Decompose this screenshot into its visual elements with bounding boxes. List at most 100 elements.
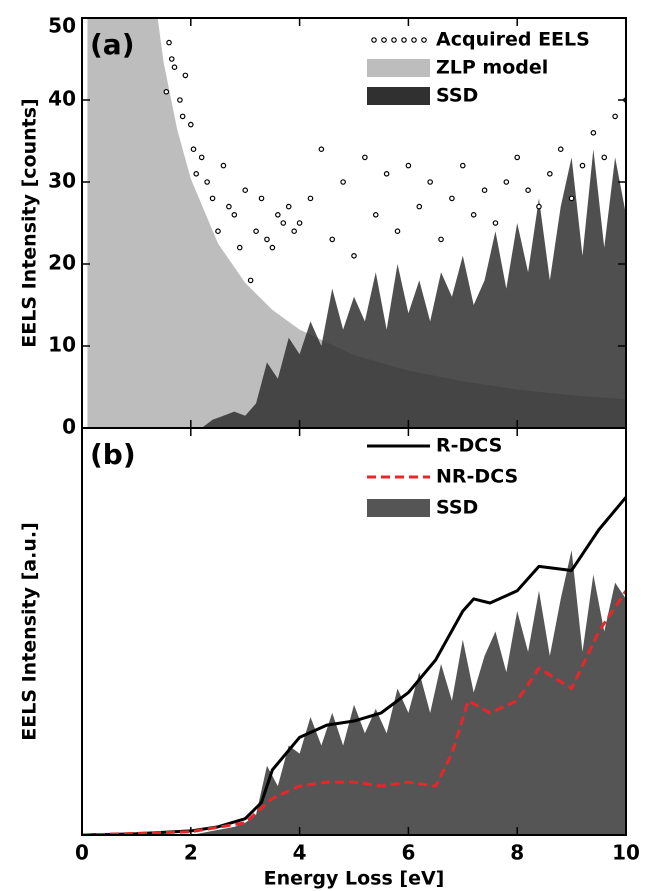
data-point bbox=[247, 277, 254, 284]
legend-marker bbox=[401, 37, 407, 43]
x-tick-label: 4 bbox=[293, 841, 307, 865]
legend-marker bbox=[411, 37, 417, 43]
legend-label: SSD bbox=[436, 85, 478, 107]
x-axis-label: Energy Loss [eV] bbox=[264, 868, 445, 890]
data-point bbox=[470, 212, 477, 218]
data-point bbox=[547, 171, 553, 177]
data-point bbox=[568, 195, 575, 202]
line bbox=[82, 496, 626, 835]
data-point bbox=[351, 253, 357, 259]
data-point bbox=[275, 212, 281, 218]
data-point bbox=[579, 162, 586, 169]
data-point bbox=[215, 228, 221, 235]
data-point bbox=[427, 179, 433, 185]
data-point bbox=[557, 146, 564, 153]
legend-marker bbox=[367, 499, 430, 517]
data-point bbox=[536, 203, 542, 210]
data-point bbox=[285, 203, 292, 210]
data-point bbox=[438, 236, 444, 243]
area bbox=[190, 550, 626, 835]
plot-area bbox=[82, 496, 626, 835]
data-point bbox=[177, 97, 183, 103]
data-point bbox=[514, 154, 521, 161]
data-point bbox=[296, 220, 303, 226]
area bbox=[190, 149, 626, 428]
y-axis-label: EELS Intensity [counts] bbox=[19, 98, 41, 348]
data-point bbox=[188, 121, 194, 128]
data-point bbox=[264, 236, 270, 243]
data-point bbox=[168, 56, 175, 62]
data-point bbox=[503, 179, 510, 185]
data-point bbox=[383, 171, 390, 177]
data-point bbox=[340, 179, 346, 185]
data-point bbox=[193, 171, 200, 177]
panel-label: (a) bbox=[90, 28, 135, 61]
data-point bbox=[269, 244, 276, 251]
y-tick-label: 30 bbox=[48, 169, 76, 193]
legend-marker bbox=[367, 87, 430, 105]
data-point bbox=[179, 113, 186, 120]
data-point bbox=[236, 244, 243, 251]
data-point bbox=[209, 195, 216, 202]
data-point bbox=[307, 195, 314, 202]
data-point bbox=[416, 203, 423, 210]
legend-marker bbox=[381, 37, 387, 43]
data-point bbox=[372, 212, 379, 218]
legend-marker bbox=[371, 37, 377, 43]
x-tick-label: 10 bbox=[612, 841, 640, 865]
legend-marker bbox=[391, 37, 397, 43]
y-axis-label: EELS Intensity [a.u.] bbox=[19, 522, 41, 741]
data-point bbox=[166, 39, 172, 46]
data-point bbox=[612, 113, 618, 120]
data-point bbox=[190, 146, 197, 153]
data-point bbox=[601, 154, 608, 161]
line bbox=[82, 589, 626, 835]
data-point bbox=[220, 162, 227, 169]
data-point bbox=[394, 228, 401, 235]
y-tick-label: 20 bbox=[48, 251, 76, 275]
data-point bbox=[204, 179, 210, 185]
data-point bbox=[291, 228, 297, 235]
data-point bbox=[242, 187, 249, 194]
data-point bbox=[171, 64, 178, 71]
data-point bbox=[280, 220, 287, 226]
data-point bbox=[590, 130, 597, 136]
plot-area bbox=[87, 18, 626, 428]
axes-frame bbox=[81, 427, 627, 836]
data-point bbox=[525, 187, 531, 194]
area bbox=[87, 18, 626, 428]
y-tick-label: 40 bbox=[48, 87, 76, 111]
data-point bbox=[318, 146, 325, 153]
data-point bbox=[329, 236, 336, 243]
data-point bbox=[405, 162, 412, 169]
data-point bbox=[258, 195, 265, 202]
data-point bbox=[231, 212, 238, 218]
legend-label: NR-DCS bbox=[436, 466, 518, 488]
legend-label: ZLP model bbox=[436, 57, 548, 79]
legend-label: SSD bbox=[436, 497, 478, 519]
y-tick-label: 50 bbox=[48, 14, 76, 38]
data-point bbox=[198, 154, 205, 161]
data-point bbox=[163, 89, 170, 95]
data-point bbox=[253, 228, 259, 235]
legend-marker bbox=[421, 37, 427, 43]
x-tick-label: 8 bbox=[510, 841, 524, 865]
legend-label: Acquired EELS bbox=[436, 29, 590, 51]
data-point bbox=[226, 203, 232, 210]
panel-label: (b) bbox=[90, 438, 136, 471]
legend-marker bbox=[367, 59, 430, 77]
x-tick-label: 6 bbox=[401, 841, 415, 865]
data-point bbox=[459, 162, 466, 169]
x-tick-label: 2 bbox=[184, 841, 198, 865]
y-tick-label: 0 bbox=[62, 415, 76, 439]
data-point bbox=[362, 154, 368, 161]
data-point bbox=[449, 195, 455, 202]
y-tick-label: 10 bbox=[48, 333, 76, 357]
legend-label: R-DCS bbox=[436, 435, 502, 457]
data-point bbox=[481, 187, 488, 194]
x-tick-label: 0 bbox=[75, 841, 89, 865]
data-point bbox=[492, 220, 499, 226]
data-point bbox=[182, 72, 189, 79]
